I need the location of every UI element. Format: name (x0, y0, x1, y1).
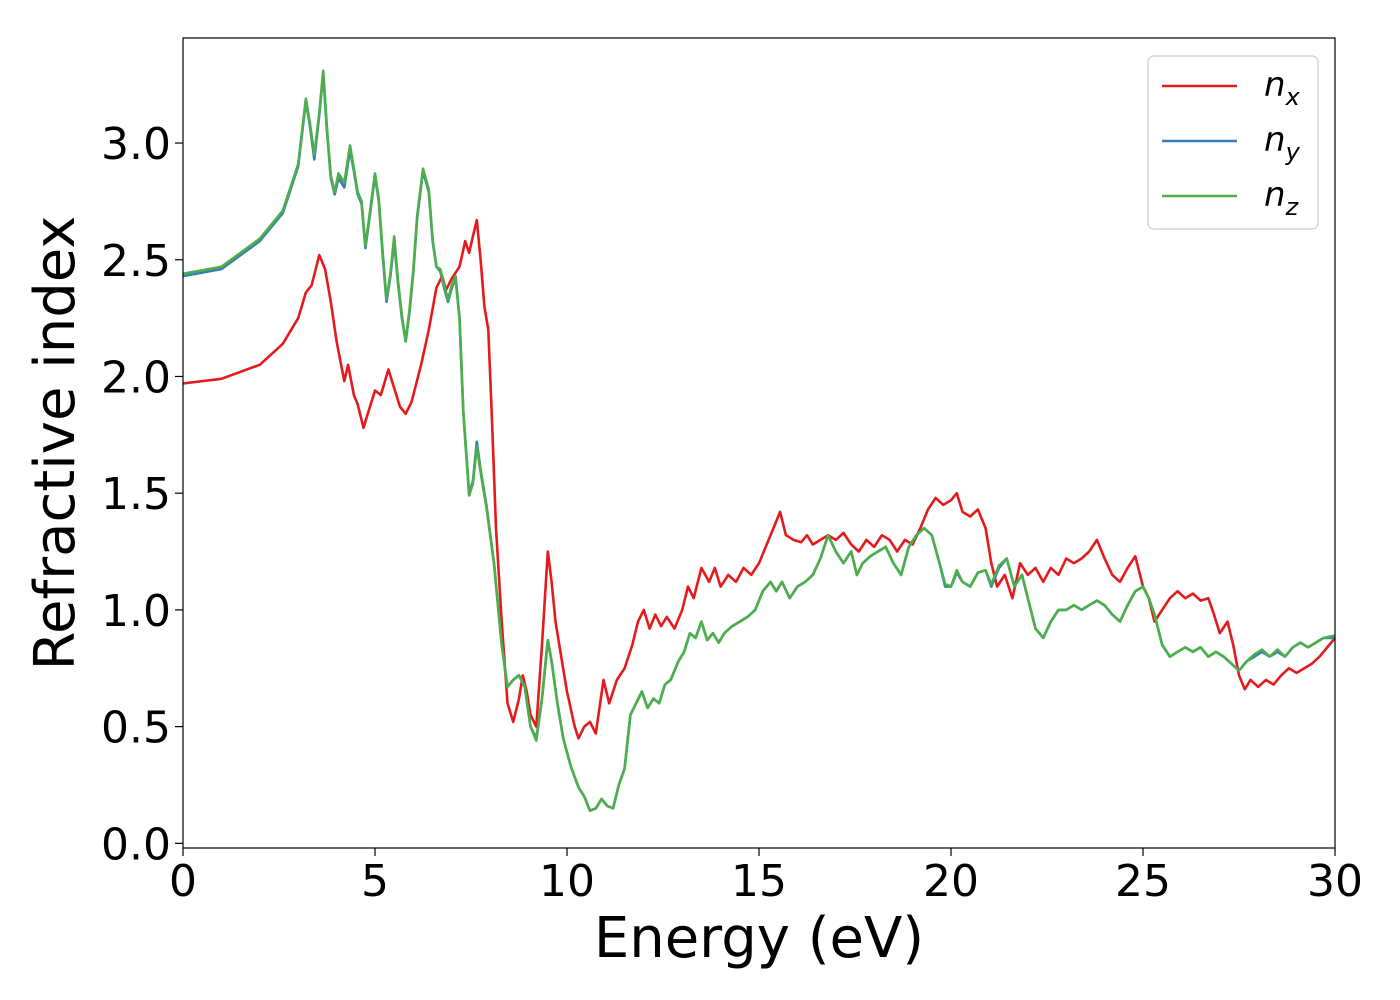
x-tick-label: 0 (169, 856, 197, 907)
legend-label-subscript: x (1285, 83, 1301, 111)
x-tick-label: 15 (731, 856, 787, 907)
y-tick-label: 3.0 (101, 119, 171, 170)
legend-label-subscript: y (1285, 138, 1301, 166)
series-line-nz (182, 69, 1336, 812)
y-axis-title: Refractive index (23, 216, 88, 671)
x-tick-label: 30 (1307, 856, 1363, 907)
x-axis: 0 5 10 15 20 25 30 (169, 848, 1363, 907)
legend-label-base: n (1264, 120, 1286, 160)
x-tick-label: 10 (539, 856, 595, 907)
y-tick-label: 1.5 (101, 469, 171, 520)
y-axis: 0.0 0.5 1.0 1.5 2.0 2.5 3.0 (101, 119, 183, 870)
y-tick-label: 1.0 (101, 586, 171, 637)
legend-box (1147, 55, 1319, 230)
legend-label-subscript: z (1285, 193, 1300, 221)
x-tick-label: 20 (923, 856, 979, 907)
y-tick-label: 2.5 (101, 236, 171, 287)
legend-label-nz: nz (1264, 175, 1300, 221)
x-tick-label: 25 (1115, 856, 1171, 907)
legend-label-base: n (1264, 175, 1286, 215)
x-tick-label: 5 (361, 856, 389, 907)
series-layer (182, 69, 1337, 812)
legend-label-nx: nx (1264, 65, 1301, 111)
legend-label-ny: ny (1264, 120, 1301, 166)
legend-label-base: n (1264, 65, 1286, 105)
x-axis-title: Energy (eV) (594, 906, 924, 971)
y-tick-label: 0.5 (101, 703, 171, 754)
y-tick-label: 2.0 (101, 352, 171, 403)
y-tick-label: 0.0 (101, 819, 171, 870)
